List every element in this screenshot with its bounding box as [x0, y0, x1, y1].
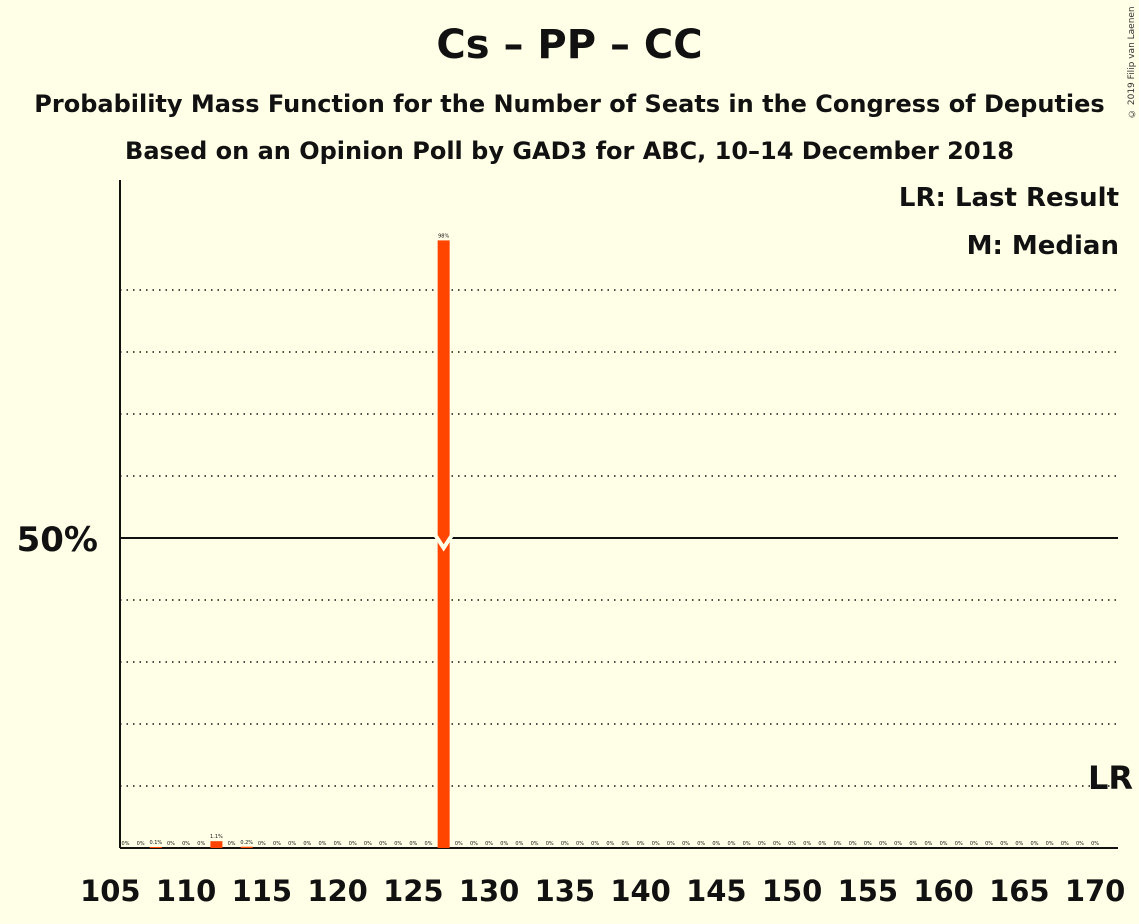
data-label: 0%: [137, 841, 145, 847]
data-label: 1.1%: [210, 834, 223, 840]
bar: [437, 240, 450, 848]
data-label: 0%: [470, 841, 478, 847]
data-label: 0%: [652, 841, 660, 847]
data-label: 0%: [288, 841, 296, 847]
data-label: 0%: [834, 841, 842, 847]
data-label: 0%: [576, 841, 584, 847]
x-tick-label: 110: [156, 874, 217, 908]
data-label: 0%: [743, 841, 751, 847]
data-label: 0%: [667, 841, 675, 847]
legend-last-result: LR: Last Result: [898, 183, 1119, 213]
data-label: 0%: [425, 841, 433, 847]
data-label: 0%: [591, 841, 599, 847]
data-label: 0%: [637, 841, 645, 847]
chart-source-line: Based on an Opinion Poll by GAD3 for ABC…: [125, 137, 1014, 165]
data-label: 0%: [167, 841, 175, 847]
x-tick-label: 130: [459, 874, 520, 908]
chart-subtitle: Probability Mass Function for the Number…: [34, 90, 1105, 118]
data-label: 0%: [985, 841, 993, 847]
x-tick-label: 170: [1065, 874, 1126, 908]
bar: [240, 846, 253, 848]
data-label: 0%: [864, 841, 872, 847]
data-label: 0%: [182, 841, 190, 847]
x-tick-label: 125: [383, 874, 444, 908]
x-tick-label: 165: [989, 874, 1050, 908]
data-label: 0%: [364, 841, 372, 847]
x-tick-label: 150: [762, 874, 823, 908]
x-tick-label: 105: [80, 874, 141, 908]
data-label: 0%: [197, 841, 205, 847]
data-label: 0%: [606, 841, 614, 847]
data-label: 0%: [546, 841, 554, 847]
data-label: 0%: [849, 841, 857, 847]
data-label: 0%: [531, 841, 539, 847]
data-label: 0%: [697, 841, 705, 847]
x-tick-label: 120: [307, 874, 368, 908]
data-label: 0%: [788, 841, 796, 847]
data-label: 0%: [879, 841, 887, 847]
data-label: 0%: [1000, 841, 1008, 847]
data-label: 0%: [228, 841, 236, 847]
data-label: 0%: [1091, 841, 1099, 847]
data-label: 0%: [1046, 841, 1054, 847]
data-label: 0%: [122, 841, 130, 847]
data-label: 0%: [561, 841, 569, 847]
data-label: 0%: [273, 841, 281, 847]
data-label: 0%: [758, 841, 766, 847]
chart-title: Cs – PP – CC: [436, 22, 703, 68]
x-tick-label: 140: [610, 874, 671, 908]
data-label: 0%: [621, 841, 629, 847]
data-label: 0%: [1061, 841, 1069, 847]
data-label: 0%: [500, 841, 508, 847]
data-label: 0%: [682, 841, 690, 847]
data-label: 0%: [728, 841, 736, 847]
data-label: 0%: [1015, 841, 1023, 847]
median-marker: [430, 529, 457, 552]
data-label: 0%: [803, 841, 811, 847]
data-label: 0%: [349, 841, 357, 847]
data-label: 0%: [1031, 841, 1039, 847]
x-tick-label: 115: [232, 874, 293, 908]
data-label: 0%: [409, 841, 417, 847]
data-label: 0%: [940, 841, 948, 847]
bar: [149, 847, 162, 848]
last-result-label: LR: [1088, 759, 1133, 797]
x-tick-label: 135: [535, 874, 596, 908]
data-label: 98%: [438, 233, 449, 239]
data-label: 0%: [1076, 841, 1084, 847]
data-label: 0%: [455, 841, 463, 847]
data-label: 0%: [334, 841, 342, 847]
data-label: 0%: [924, 841, 932, 847]
data-label: 0%: [712, 841, 720, 847]
data-label: 0%: [894, 841, 902, 847]
data-label: 0%: [818, 841, 826, 847]
x-tick-label: 155: [838, 874, 899, 908]
data-label: 0%: [955, 841, 963, 847]
legend-median: M: Median: [966, 231, 1119, 261]
x-tick-label: 145: [686, 874, 747, 908]
bar: [210, 841, 223, 848]
data-label: 0%: [318, 841, 326, 847]
data-label: 0%: [258, 841, 266, 847]
data-label: 0%: [303, 841, 311, 847]
data-label: 0%: [485, 841, 493, 847]
data-label: 0.2%: [240, 840, 253, 846]
x-tick-label: 160: [913, 874, 974, 908]
data-label: 0%: [909, 841, 917, 847]
data-label: 0%: [515, 841, 523, 847]
data-label: 0%: [379, 841, 387, 847]
data-label: 0%: [394, 841, 402, 847]
y-tick-label: 50%: [17, 520, 98, 560]
data-label: 0.1%: [149, 840, 162, 846]
data-label: 0%: [970, 841, 978, 847]
data-label: 0%: [773, 841, 781, 847]
